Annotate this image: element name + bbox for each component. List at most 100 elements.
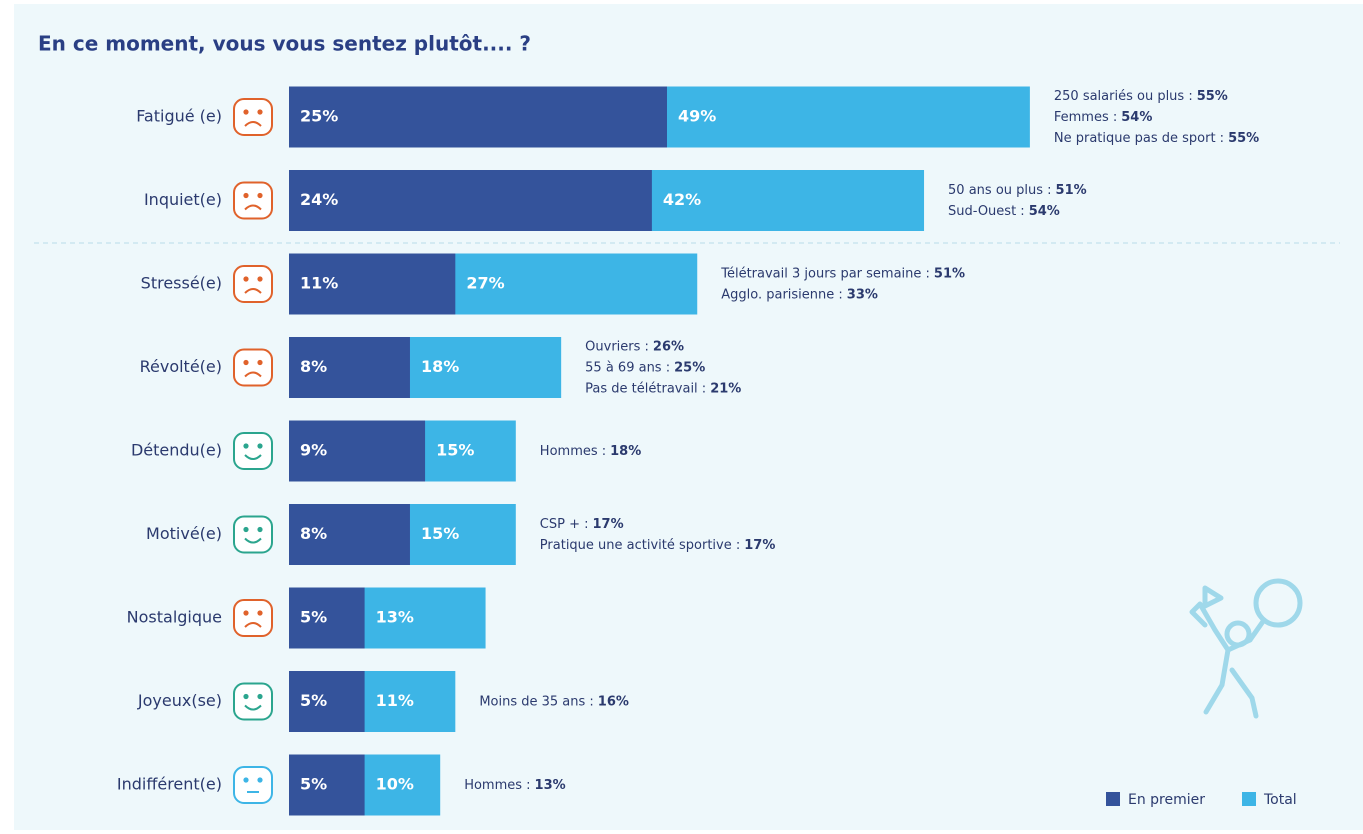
category-label: Détendu(e): [131, 441, 222, 460]
icon-eye: [258, 277, 261, 280]
note-label: Moins de 35 ans :: [479, 694, 593, 709]
note-value: 54%: [1029, 204, 1060, 219]
value-label: 25%: [300, 107, 338, 126]
category-label: Inquiet(e): [144, 190, 222, 209]
icon-frame: [234, 433, 272, 469]
note-label: 55 à 69 ans :: [585, 360, 670, 375]
category-label: Stressé(e): [141, 274, 222, 293]
note-label: Sud-Ouest :: [948, 204, 1025, 219]
note: Ne pratique pas de sport : 55%: [1054, 131, 1259, 146]
legend-label: En premier: [1128, 792, 1205, 808]
icon-frame: [234, 266, 272, 302]
note-label: Télétravail 3 jours par semaine :: [720, 266, 930, 281]
category-label: Révolté(e): [140, 357, 222, 376]
icon-eye: [244, 444, 247, 447]
value-label: 15%: [436, 441, 474, 460]
value-label: 5%: [300, 775, 327, 794]
note-label: Hommes :: [464, 778, 530, 793]
note: 55 à 69 ans : 25%: [585, 360, 705, 375]
mood-icon: [234, 266, 272, 302]
category-label: Nostalgique: [127, 608, 222, 627]
mood-icon: [234, 433, 272, 469]
value-label: 9%: [300, 441, 327, 460]
mood-icon: [234, 767, 272, 803]
note-label: 250 salariés ou plus :: [1054, 89, 1193, 104]
note-label: CSP + :: [540, 517, 589, 532]
mood-icon: [234, 684, 272, 720]
mood-icon: [234, 517, 272, 553]
value-label: 24%: [300, 190, 338, 209]
note-value: 55%: [1197, 89, 1228, 104]
legend-label: Total: [1263, 792, 1297, 808]
value-label: 11%: [376, 691, 414, 710]
value-label: 5%: [300, 608, 327, 627]
icon-frame: [234, 767, 272, 803]
icon-eye: [244, 528, 247, 531]
note-value: 13%: [535, 778, 566, 793]
note-value: 51%: [1056, 183, 1087, 198]
category-label: Joyeux(se): [137, 691, 222, 710]
note-label: 50 ans ou plus :: [948, 183, 1052, 198]
note-label: Ne pratique pas de sport :: [1054, 131, 1224, 146]
note-label: Ouvriers :: [585, 339, 649, 354]
category-label: Fatigué (e): [136, 107, 222, 126]
value-label: 27%: [466, 274, 504, 293]
note: Femmes : 54%: [1054, 110, 1153, 125]
note: Sud-Ouest : 54%: [948, 204, 1060, 219]
note-value: 51%: [934, 266, 965, 281]
value-label: 42%: [663, 190, 701, 209]
note: Pas de télétravail : 21%: [585, 381, 741, 396]
category-label: Motivé(e): [146, 524, 222, 543]
note: 50 ans ou plus : 51%: [948, 183, 1087, 198]
note-value: 26%: [653, 339, 684, 354]
icon-eye: [244, 778, 247, 781]
note-label: Pratique une activité sportive :: [540, 538, 740, 553]
note: Télétravail 3 jours par semaine : 51%: [720, 266, 965, 281]
icon-eye: [244, 194, 247, 197]
note-value: 54%: [1121, 110, 1152, 125]
icon-eye: [258, 695, 261, 698]
legend-swatch: [1242, 792, 1256, 806]
icon-frame: [234, 684, 272, 720]
note: Pratique une activité sportive : 17%: [540, 538, 776, 553]
mood-icon: [234, 600, 272, 636]
note-label: Femmes :: [1054, 110, 1117, 125]
mood-icon: [234, 183, 272, 219]
icon-eye: [258, 611, 261, 614]
bar-first: [289, 87, 667, 148]
note-value: 18%: [610, 444, 641, 459]
note-value: 21%: [710, 381, 741, 396]
note-value: 33%: [847, 287, 878, 302]
note-label: Pas de télétravail :: [585, 381, 706, 396]
note-value: 25%: [674, 360, 705, 375]
icon-eye: [258, 528, 261, 531]
note: Moins de 35 ans :16%: [479, 694, 629, 709]
note-value: 17%: [593, 517, 624, 532]
icon-frame: [234, 350, 272, 386]
mood-icon: [234, 350, 272, 386]
value-label: 49%: [678, 107, 716, 126]
value-label: 8%: [300, 357, 327, 376]
value-label: 18%: [421, 357, 459, 376]
icon-eye: [244, 611, 247, 614]
note: Hommes : 13%: [464, 778, 565, 793]
icon-eye: [258, 444, 261, 447]
icon-eye: [244, 110, 247, 113]
note: CSP + : 17%: [540, 517, 624, 532]
value-label: 8%: [300, 524, 327, 543]
note-label: Agglo. parisienne :: [721, 287, 843, 302]
note: 250 salariés ou plus : 55%: [1054, 89, 1228, 104]
value-label: 10%: [376, 775, 414, 794]
icon-eye: [258, 361, 261, 364]
icon-eye: [258, 194, 261, 197]
note-value: 17%: [744, 538, 775, 553]
mood-icon: [234, 99, 272, 135]
category-label: Indifférent(e): [117, 775, 222, 794]
note-value: 55%: [1228, 131, 1259, 146]
value-label: 11%: [300, 274, 338, 293]
legend-swatch: [1106, 792, 1120, 806]
bar-first: [289, 170, 652, 231]
chart-title: En ce moment, vous vous sentez plutôt...…: [38, 32, 531, 56]
note: Agglo. parisienne : 33%: [721, 287, 878, 302]
icon-frame: [234, 600, 272, 636]
